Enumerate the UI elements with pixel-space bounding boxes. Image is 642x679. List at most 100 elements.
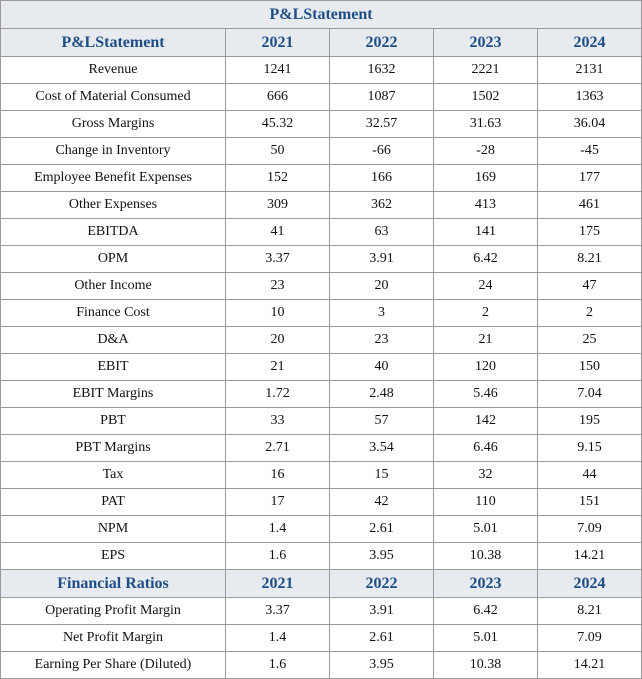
table-row: EPS 1.6 3.95 10.38 14.21 — [0, 542, 642, 570]
row-value: 23 — [329, 326, 434, 354]
row-value: 2.61 — [329, 624, 434, 652]
row-value: 32 — [433, 461, 538, 489]
row-value: 413 — [433, 191, 538, 219]
row-label: Other Expenses — [0, 191, 226, 219]
section-header: Financial Ratios — [0, 569, 226, 598]
row-value: 169 — [433, 164, 538, 192]
table-body: P&LStatement 2021 2022 2023 2024 Revenue 1241 1… — [0, 28, 642, 679]
row-value: 8.21 — [536, 245, 642, 273]
row-value: 50 — [225, 137, 330, 165]
row-value: 152 — [225, 164, 330, 192]
row-value: 14.21 — [536, 542, 642, 570]
row-value: 20 — [225, 326, 330, 354]
year-header: 2021 — [225, 569, 330, 598]
table-row: Tax 16 15 32 44 — [0, 461, 642, 489]
row-value: 5.01 — [433, 515, 538, 543]
table-row: Change in Inventory 50 -66 -28 -45 — [0, 137, 642, 165]
row-value: 25 — [536, 326, 642, 354]
row-value: 1.72 — [225, 380, 330, 408]
section-header: P&LStatement — [0, 28, 226, 57]
row-value: 41 — [225, 218, 330, 246]
row-value: 1087 — [329, 83, 434, 111]
row-value: 2.48 — [329, 380, 434, 408]
row-value: 120 — [433, 353, 538, 381]
row-value: 6.46 — [433, 434, 538, 462]
row-label: PAT — [0, 488, 226, 516]
table-row: PBT Margins 2.71 3.54 6.46 9.15 — [0, 434, 642, 462]
year-header: 2024 — [536, 569, 642, 598]
row-value: 15 — [329, 461, 434, 489]
year-header: 2024 — [536, 28, 642, 57]
table-row: Operating Profit Margin 3.37 3.91 6.42 8.21 — [0, 597, 642, 625]
row-value: 6.42 — [433, 597, 538, 625]
row-value: -28 — [433, 137, 538, 165]
row-value: 1.4 — [225, 515, 330, 543]
table-title-row: P&LStatement — [0, 0, 642, 29]
row-value: 10.38 — [433, 651, 538, 679]
row-label: Finance Cost — [0, 299, 226, 327]
row-value: 1241 — [225, 56, 330, 84]
row-value: 57 — [329, 407, 434, 435]
row-value: 8.21 — [536, 597, 642, 625]
row-value: 6.42 — [433, 245, 538, 273]
year-header: 2023 — [433, 28, 538, 57]
table-row: Earning Per Share (Diluted) 1.6 3.95 10.38 1… — [0, 651, 642, 679]
row-value: 9.15 — [536, 434, 642, 462]
row-value: 44 — [536, 461, 642, 489]
year-header: 2022 — [329, 569, 434, 598]
table-row: Other Expenses 309 362 413 461 — [0, 191, 642, 219]
table-row: NPM 1.4 2.61 5.01 7.09 — [0, 515, 642, 543]
row-value: 309 — [225, 191, 330, 219]
row-value: 47 — [536, 272, 642, 300]
row-label: OPM — [0, 245, 226, 273]
table-row: Revenue 1241 1632 2221 2131 — [0, 56, 642, 84]
row-value: 32.57 — [329, 110, 434, 138]
row-value: 1632 — [329, 56, 434, 84]
row-value: 150 — [536, 353, 642, 381]
table-row: EBIT 21 40 120 150 — [0, 353, 642, 381]
row-label: NPM — [0, 515, 226, 543]
row-value: 3.91 — [329, 245, 434, 273]
table-row: Net Profit Margin 1.4 2.61 5.01 7.09 — [0, 624, 642, 652]
row-value: 1.6 — [225, 651, 330, 679]
row-value: 36.04 — [536, 110, 642, 138]
row-value: 3.54 — [329, 434, 434, 462]
year-header: 2023 — [433, 569, 538, 598]
row-value: 14.21 — [536, 651, 642, 679]
row-value: 1363 — [536, 83, 642, 111]
row-value: 33 — [225, 407, 330, 435]
table-title: P&LStatement — [0, 0, 642, 29]
row-value: 151 — [536, 488, 642, 516]
row-value: 24 — [433, 272, 538, 300]
row-value: 3.37 — [225, 245, 330, 273]
row-label: Cost of Material Consumed — [0, 83, 226, 111]
table-row: Cost of Material Consumed 666 1087 1502 1363 — [0, 83, 642, 111]
row-value: 5.01 — [433, 624, 538, 652]
row-label: Gross Margins — [0, 110, 226, 138]
row-label: Tax — [0, 461, 226, 489]
row-value: 10.38 — [433, 542, 538, 570]
row-label: EBIT Margins — [0, 380, 226, 408]
row-value: 2 — [536, 299, 642, 327]
row-value: 195 — [536, 407, 642, 435]
year-header: 2021 — [225, 28, 330, 57]
row-label: PBT — [0, 407, 226, 435]
row-label: Revenue — [0, 56, 226, 84]
row-label: EBIT — [0, 353, 226, 381]
row-value: 42 — [329, 488, 434, 516]
row-value: 2131 — [536, 56, 642, 84]
row-label: EPS — [0, 542, 226, 570]
row-value: 63 — [329, 218, 434, 246]
row-value: 142 — [433, 407, 538, 435]
row-label: D&A — [0, 326, 226, 354]
row-value: -66 — [329, 137, 434, 165]
row-value: 362 — [329, 191, 434, 219]
table-row: OPM 3.37 3.91 6.42 8.21 — [0, 245, 642, 273]
row-label: Other Income — [0, 272, 226, 300]
row-value: 2.71 — [225, 434, 330, 462]
table-row: Finance Cost 10 3 2 2 — [0, 299, 642, 327]
row-value: 10 — [225, 299, 330, 327]
row-label: Net Profit Margin — [0, 624, 226, 652]
row-label: EBITDA — [0, 218, 226, 246]
